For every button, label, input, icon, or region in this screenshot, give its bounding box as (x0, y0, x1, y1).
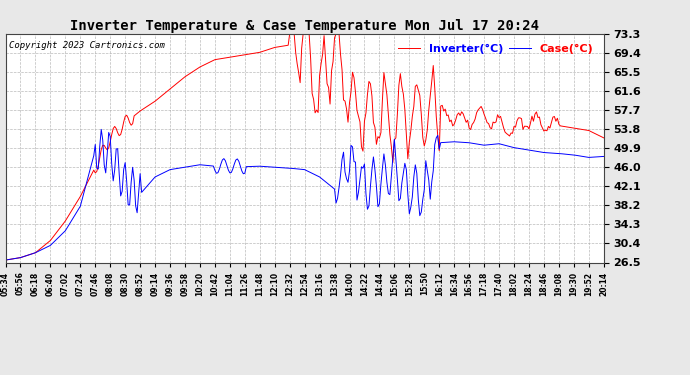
Case(°C) (218, 158, 226, 162)
Inverter(°C) (600, 136, 608, 140)
Inverter(°C) (304, 32, 312, 36)
Inverter(°C) (331, 36, 339, 40)
Case(°C) (79, 193, 88, 197)
Case(°C) (441, 140, 449, 145)
Legend: Inverter(°C), Case(°C): Inverter(°C), Case(°C) (393, 39, 598, 58)
Title: Inverter Temperature & Case Temperature Mon Jul 17 20:24: Inverter Temperature & Case Temperature … (70, 19, 539, 33)
Inverter(°C) (79, 188, 88, 193)
Line: Inverter(°C): Inverter(°C) (6, 34, 604, 260)
Case(°C) (304, 169, 312, 173)
Case(°C) (600, 154, 608, 159)
Inverter(°C) (286, 32, 294, 36)
Case(°C) (97, 127, 106, 132)
Inverter(°C) (217, 56, 225, 61)
Line: Case(°C): Case(°C) (6, 129, 604, 260)
Case(°C) (384, 191, 393, 196)
Inverter(°C) (441, 107, 449, 111)
Inverter(°C) (384, 112, 393, 117)
Case(°C) (331, 187, 339, 191)
Text: Copyright 2023 Cartronics.com: Copyright 2023 Cartronics.com (8, 40, 164, 50)
Case(°C) (1, 258, 10, 262)
Inverter(°C) (1, 258, 10, 262)
